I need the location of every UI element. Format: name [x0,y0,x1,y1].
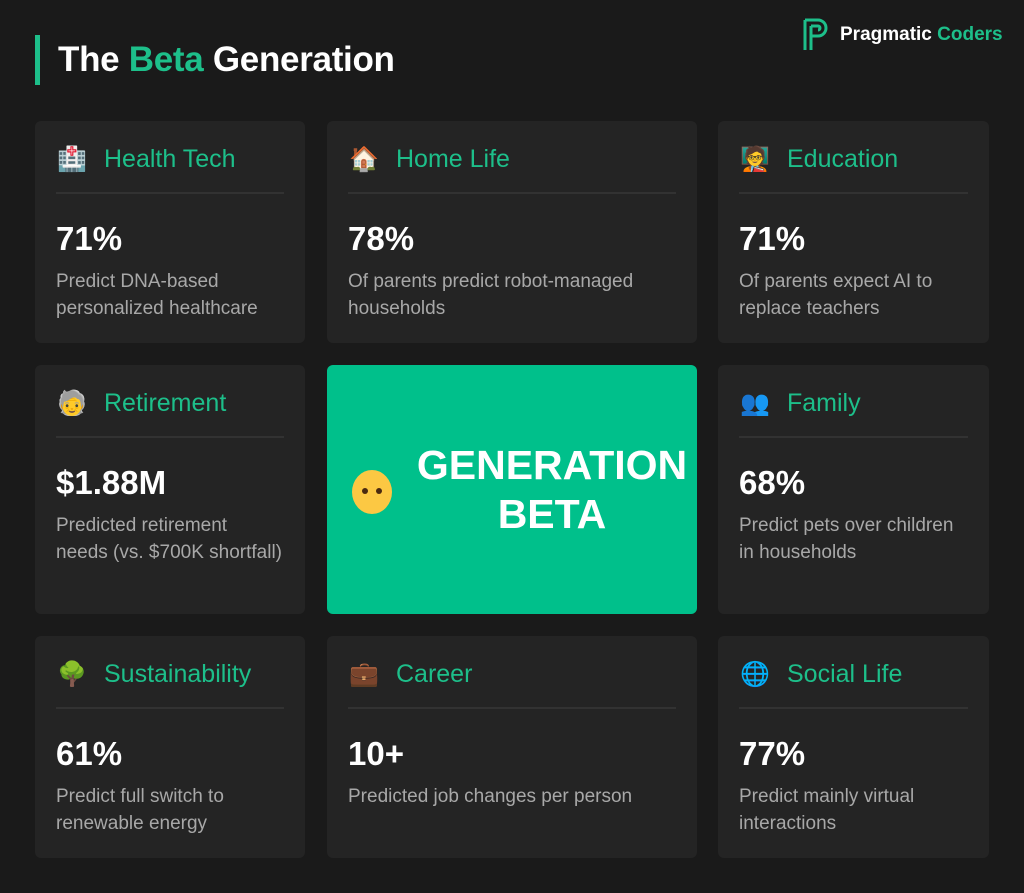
card-value: 61% [56,735,123,772]
hospital-icon: 🏥 [57,146,87,173]
card-description: Predicted retirement needs (vs. $700K sh… [56,515,283,563]
card-title: Home Life [396,145,510,173]
card-career: 💼 Career 10+ Predicted job changes per pe… [327,636,697,858]
teacher-icon: 🧑‍🏫 [740,146,770,173]
family-silhouette-icon: 👥 [740,390,770,417]
card-value: 10+ [348,735,404,772]
card-description: Of parents predict robot-managed househo… [348,271,634,319]
baby-icon [352,470,392,514]
card-value: 71% [739,220,806,257]
card-title: Career [396,660,473,688]
card-value: 77% [739,735,806,772]
card-value: 78% [348,220,415,257]
card-family: 👥 Family 68% Predict pets over children i… [718,365,989,614]
card-title: Education [787,145,899,173]
card-description: Predict mainly virtual interactions [739,786,915,834]
title-accent-bar [35,35,40,85]
globe-icon: 🌐 [740,661,770,688]
card-title: Retirement [104,389,227,417]
card-health-tech: 🏥 Health Tech 71% Predict DNA-based perso… [35,121,305,343]
card-description: Predict DNA-based personalized healthcar… [56,271,258,319]
logo-icon [803,18,828,50]
card-sustainability: 🌳 Sustainability 61% Predict full switch … [35,636,305,858]
card-education: 🧑‍🏫 Education 71% Of parents expect AI to… [718,121,989,343]
house-icon: 🏠 [349,146,379,173]
page-title: The Beta Generation [58,40,395,79]
briefcase-icon: 💼 [349,661,379,688]
card-title: Sustainability [104,660,252,688]
card-social-life: 🌐 Social Life 77% Predict mainly virtual … [718,636,989,858]
card-description: Predict full switch to renewable energy [56,786,224,834]
older-person-icon: 🧓 [57,390,87,417]
card-description: Predict pets over children in households [739,515,954,563]
card-retirement: 🧓 Retirement $1.88M Predicted retirement … [35,365,305,614]
card-value: 71% [56,220,123,257]
card-title: Social Life [787,660,903,688]
card-value: 68% [739,464,806,501]
card-value: $1.88M [56,464,167,501]
tree-icon: 🌳 [57,661,87,688]
banner-text: GENERATION BETA [416,441,688,537]
generation-beta-banner: GENERATION BETA [327,365,697,614]
card-description: Of parents expect AI to replace teachers [739,271,933,319]
card-title: Family [787,389,861,417]
pragmatic-coders-logo: Pragmatic Coders [802,18,1003,52]
card-description: Predicted job changes per person [348,786,633,807]
card-title: Health Tech [104,145,236,173]
card-home-life: 🏠 Home Life 78% Of parents predict robot-… [327,121,697,343]
